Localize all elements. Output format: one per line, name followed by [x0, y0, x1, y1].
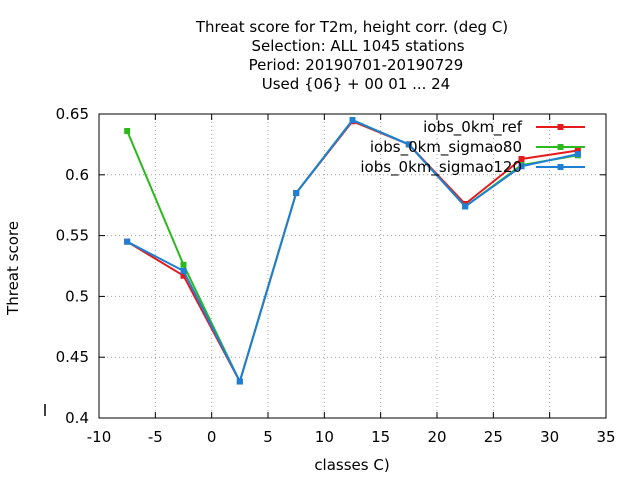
- y-tick-label: 0.55: [56, 227, 89, 245]
- data-point: [574, 147, 581, 154]
- chart-title: Threat score for T2m, height corr. (deg …: [195, 18, 508, 93]
- data-point: [293, 190, 300, 197]
- y-tick-label: 0.65: [56, 105, 89, 123]
- title-line-2: Selection: ALL 1045 stations: [251, 37, 464, 55]
- legend-label: iobs_0km_ref: [423, 118, 523, 137]
- data-point: [518, 163, 525, 170]
- tick-labels: -10 -5 0 5 10 15 20 25 30 35 0.4 0.45 0.5 0.55 0.6 0.65: [56, 105, 616, 446]
- title-line-3: Period: 20190701-20190729: [249, 56, 464, 74]
- title-line-4: Used {06} + 00 01 ... 24: [262, 75, 450, 93]
- y-tick-label: 0.45: [56, 348, 89, 366]
- data-point: [180, 267, 187, 274]
- data-point: [236, 378, 243, 385]
- data-point: [349, 117, 356, 124]
- y-tick-label: 0.5: [65, 287, 89, 305]
- series-group: [124, 117, 581, 385]
- data-point: [518, 155, 525, 162]
- y-axis-label: Threat score: [4, 221, 22, 316]
- data-point: [180, 272, 187, 279]
- legend: iobs_0km_refiobs_0km_sigmao80iobs_0km_si…: [360, 118, 585, 177]
- x-tick-label: 5: [263, 428, 273, 446]
- plot-frame: [98, 113, 607, 419]
- data-point: [124, 238, 131, 245]
- x-tick-label: -10: [87, 428, 112, 446]
- grid: [99, 114, 606, 418]
- legend-label: iobs_0km_sigmao80: [370, 138, 522, 157]
- axes: [98, 113, 607, 419]
- data-point: [124, 128, 131, 135]
- legend-entry: iobs_0km_sigmao120: [360, 158, 585, 177]
- x-tick-label: 0: [207, 428, 217, 446]
- x-tick-label: 15: [371, 428, 390, 446]
- series-3: [124, 117, 581, 385]
- x-axis-label: classes C): [314, 456, 389, 474]
- y-tick-label: 0.4: [65, 409, 89, 427]
- data-point: [180, 261, 187, 268]
- legend-marker: [557, 164, 564, 170]
- legend-entry: iobs_0km_ref: [423, 118, 585, 137]
- x-tick-label: 35: [596, 428, 615, 446]
- x-tick-label: -5: [148, 428, 163, 446]
- x-tick-label: 30: [540, 428, 559, 446]
- legend-marker: [557, 124, 564, 130]
- legend-label: iobs_0km_sigmao120: [360, 158, 522, 177]
- data-point: [574, 151, 581, 158]
- title-line-1: Threat score for T2m, height corr. (deg …: [195, 18, 508, 36]
- x-tick-label: 20: [427, 428, 446, 446]
- data-point: [462, 203, 469, 210]
- data-point: [405, 141, 412, 148]
- y-tick-label: 0.6: [65, 166, 89, 184]
- legend-marker: [557, 144, 564, 150]
- legend-entry: iobs_0km_sigmao80: [370, 138, 585, 157]
- x-tick-label: 10: [315, 428, 334, 446]
- x-tick-label: 25: [484, 428, 503, 446]
